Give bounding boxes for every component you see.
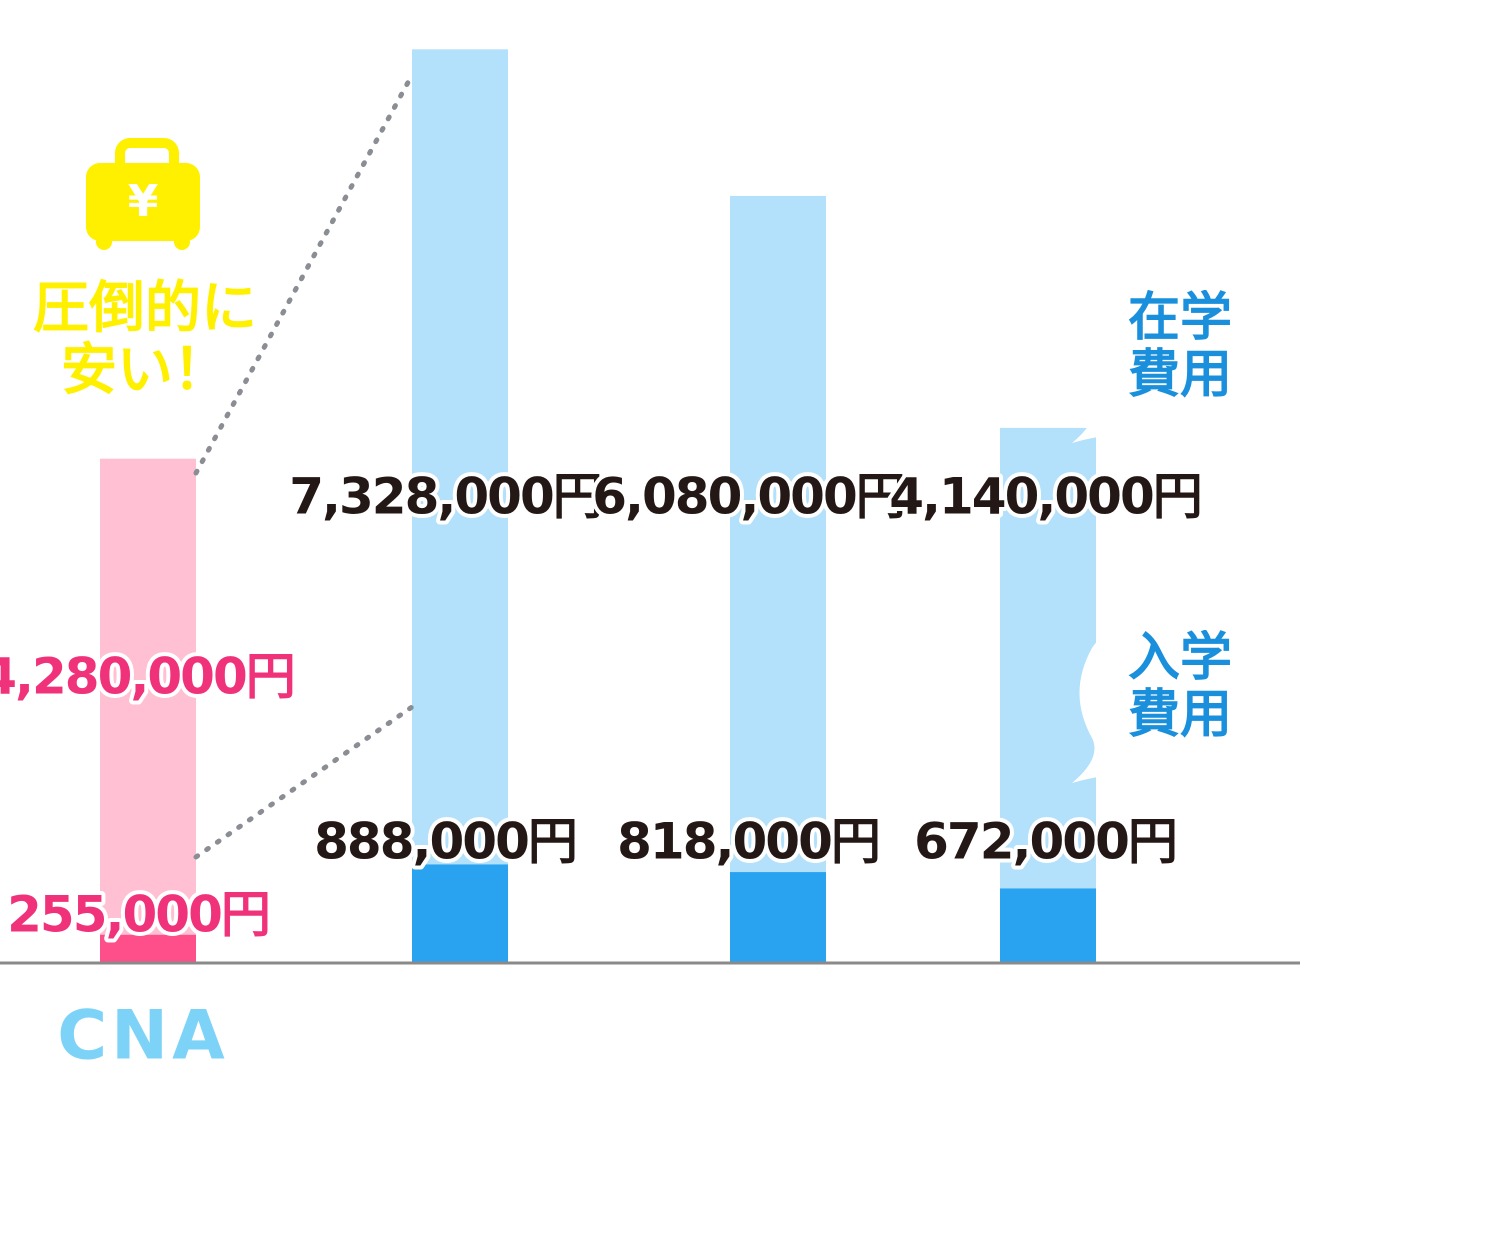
bar-segment: [412, 864, 508, 963]
legend-bubble: [1072, 625, 1250, 783]
bars: [100, 49, 1096, 963]
bar-segment: [1000, 888, 1096, 963]
bar-segment: [730, 195, 826, 873]
bar-segment: [1000, 427, 1096, 889]
value-label: 818,000円: [617, 813, 879, 871]
value-label: 888,000円: [314, 813, 576, 871]
legend-label: 入学費用: [1127, 630, 1232, 746]
value-label: 7,328,000円: [289, 468, 601, 526]
value-label: 4,280,000円: [0, 648, 294, 706]
bar-segment: [412, 49, 508, 865]
bar-segment: [100, 458, 196, 935]
legend-label: 在学費用: [1127, 290, 1232, 406]
legend-item: 入学費用: [1127, 630, 1232, 746]
value-label: 255,000円: [7, 886, 269, 944]
value-label: 6,080,000円: [592, 468, 904, 526]
svg-text:¥: ¥: [128, 176, 159, 227]
connector: [193, 704, 415, 860]
legend-bubble: [1072, 285, 1250, 443]
value-label: 672,000円: [914, 813, 1176, 871]
bar-segment: [100, 934, 196, 963]
bar-segment: [730, 872, 826, 963]
x-tick-label: CNA: [57, 997, 228, 1076]
connector: [193, 72, 415, 476]
annotation: 圧倒的に安い！: [33, 278, 257, 403]
value-label: 4,140,000円: [889, 468, 1201, 526]
suitcase-icon: ¥: [86, 138, 200, 250]
legend-item: 在学費用: [1127, 290, 1232, 406]
annotation-box: 圧倒的に安い！: [33, 278, 257, 403]
